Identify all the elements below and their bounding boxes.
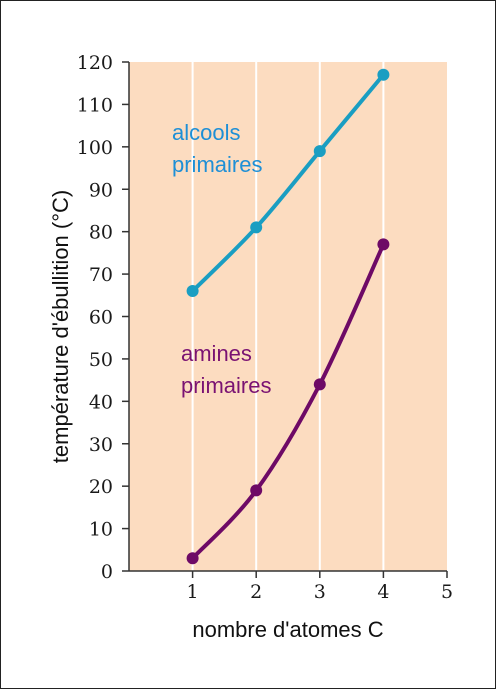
data-point	[377, 238, 390, 251]
x-tick-label: 3	[314, 581, 326, 603]
x-tick-label: 5	[441, 581, 453, 603]
data-point	[250, 221, 263, 234]
y-tick-label: 70	[89, 264, 113, 286]
y-tick-label: 100	[77, 137, 113, 159]
series-label-amines: amines primaires	[181, 341, 271, 398]
y-tick-label: 80	[89, 222, 113, 244]
y-tick-label: 30	[89, 434, 113, 456]
series-label-line: amines	[181, 341, 252, 366]
data-point	[250, 484, 263, 497]
plot-background	[129, 62, 447, 571]
y-tick-label: 0	[101, 561, 113, 583]
y-tick-label: 20	[89, 476, 113, 498]
data-point	[377, 68, 390, 81]
series-line-0	[190, 72, 386, 294]
series-label-line: primaires	[181, 373, 271, 398]
y-tick-label: 110	[77, 94, 113, 116]
series-label-alcools: alcools primaires	[172, 120, 262, 177]
x-tick-label: 1	[187, 581, 199, 603]
y-tick-label: 40	[89, 391, 113, 413]
series-label-line: primaires	[172, 152, 262, 177]
data-point	[186, 285, 199, 298]
x-axis-label: nombre d'atomes C	[192, 617, 383, 642]
y-tick-label: 50	[89, 349, 113, 371]
y-tick-label: 120	[77, 52, 113, 74]
data-point	[186, 552, 199, 565]
y-axis-ticks: 0 10 20 30 40 50 60 70 80 90 100 110 120	[77, 52, 129, 583]
data-point	[313, 378, 326, 391]
series-label-line: alcools	[172, 120, 240, 145]
series-line-1	[190, 242, 386, 561]
y-tick-label: 90	[89, 179, 113, 201]
x-tick-label: 2	[250, 581, 262, 603]
y-tick-label: 60	[89, 307, 113, 329]
x-axis-ticks: 1 2 3 4 5	[187, 571, 453, 603]
data-point	[313, 145, 326, 158]
y-tick-label: 10	[89, 519, 113, 541]
y-axis-label: température d'ébullition (°C)	[48, 190, 73, 463]
x-tick-label: 4	[377, 581, 389, 603]
series-group	[186, 68, 390, 565]
